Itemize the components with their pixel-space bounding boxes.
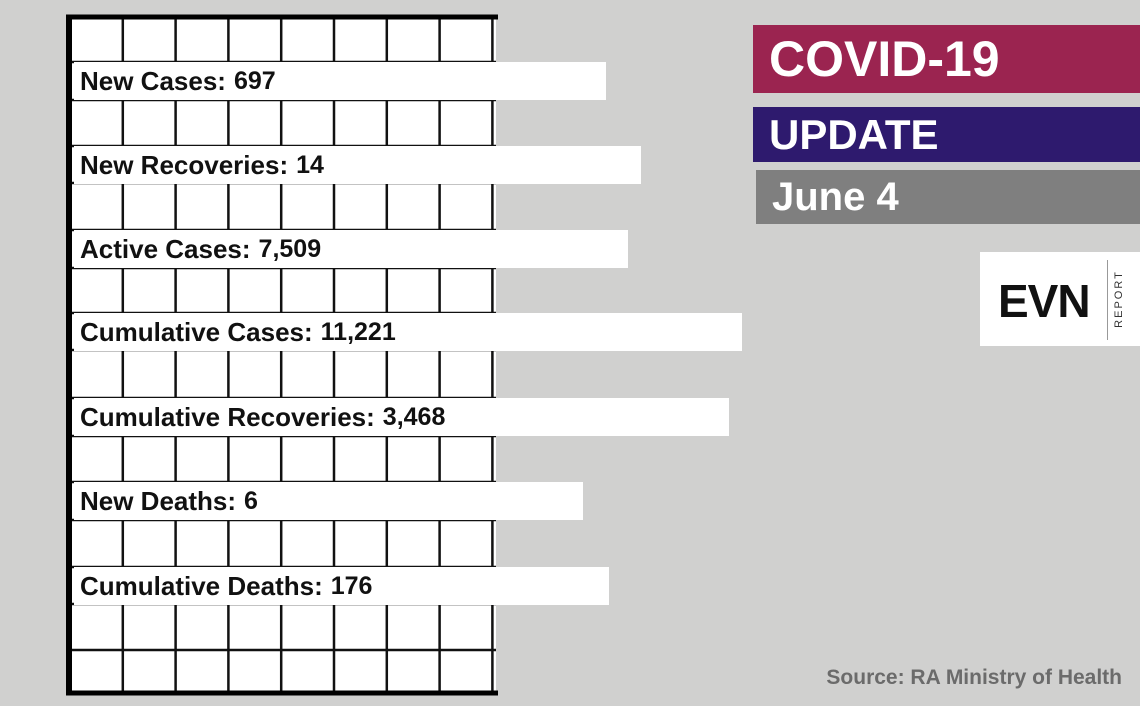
stat-label: Cumulative Recoveries:	[80, 401, 375, 432]
source: Source: RA Ministry of Health	[826, 666, 1122, 689]
stat-bar: New Cases: 697	[74, 62, 606, 100]
logo: EVN REPORT	[980, 252, 1140, 346]
stat-value: 14	[296, 150, 324, 179]
stat-value: 7,509	[258, 234, 322, 263]
logo-tagline: REPORT	[1113, 270, 1125, 328]
stat-bar: Cumulative Deaths: 176	[74, 567, 609, 605]
stat-value: 11,221	[320, 317, 396, 346]
subtitle: UPDATE	[753, 107, 1140, 162]
title: COVID-19	[753, 25, 1140, 93]
logo-separator	[1107, 260, 1108, 340]
stat-label: New Cases:	[80, 65, 226, 96]
stat-value: 6	[244, 486, 258, 515]
logo-name: EVN	[998, 275, 1091, 327]
stat-bar: Active Cases: 7,509	[74, 230, 628, 268]
stat-label: Active Cases:	[80, 233, 251, 264]
stat-label: Cumulative Deaths:	[80, 570, 323, 601]
stat-bar: New Recoveries: 14	[74, 146, 641, 184]
stat-label: Cumulative Cases:	[80, 316, 313, 347]
stat-bar: New Deaths: 6	[74, 482, 583, 520]
stat-label: New Deaths:	[80, 485, 237, 516]
stat-bar: Cumulative Cases: 11,221	[74, 313, 742, 351]
stat-value: 3,468	[382, 402, 446, 431]
date: June 4	[756, 170, 1140, 224]
stat-bar: Cumulative Recoveries: 3,468	[74, 398, 729, 436]
stat-value: 176	[330, 571, 373, 600]
stat-value: 697	[233, 66, 276, 95]
stat-label: New Recoveries:	[80, 149, 289, 180]
